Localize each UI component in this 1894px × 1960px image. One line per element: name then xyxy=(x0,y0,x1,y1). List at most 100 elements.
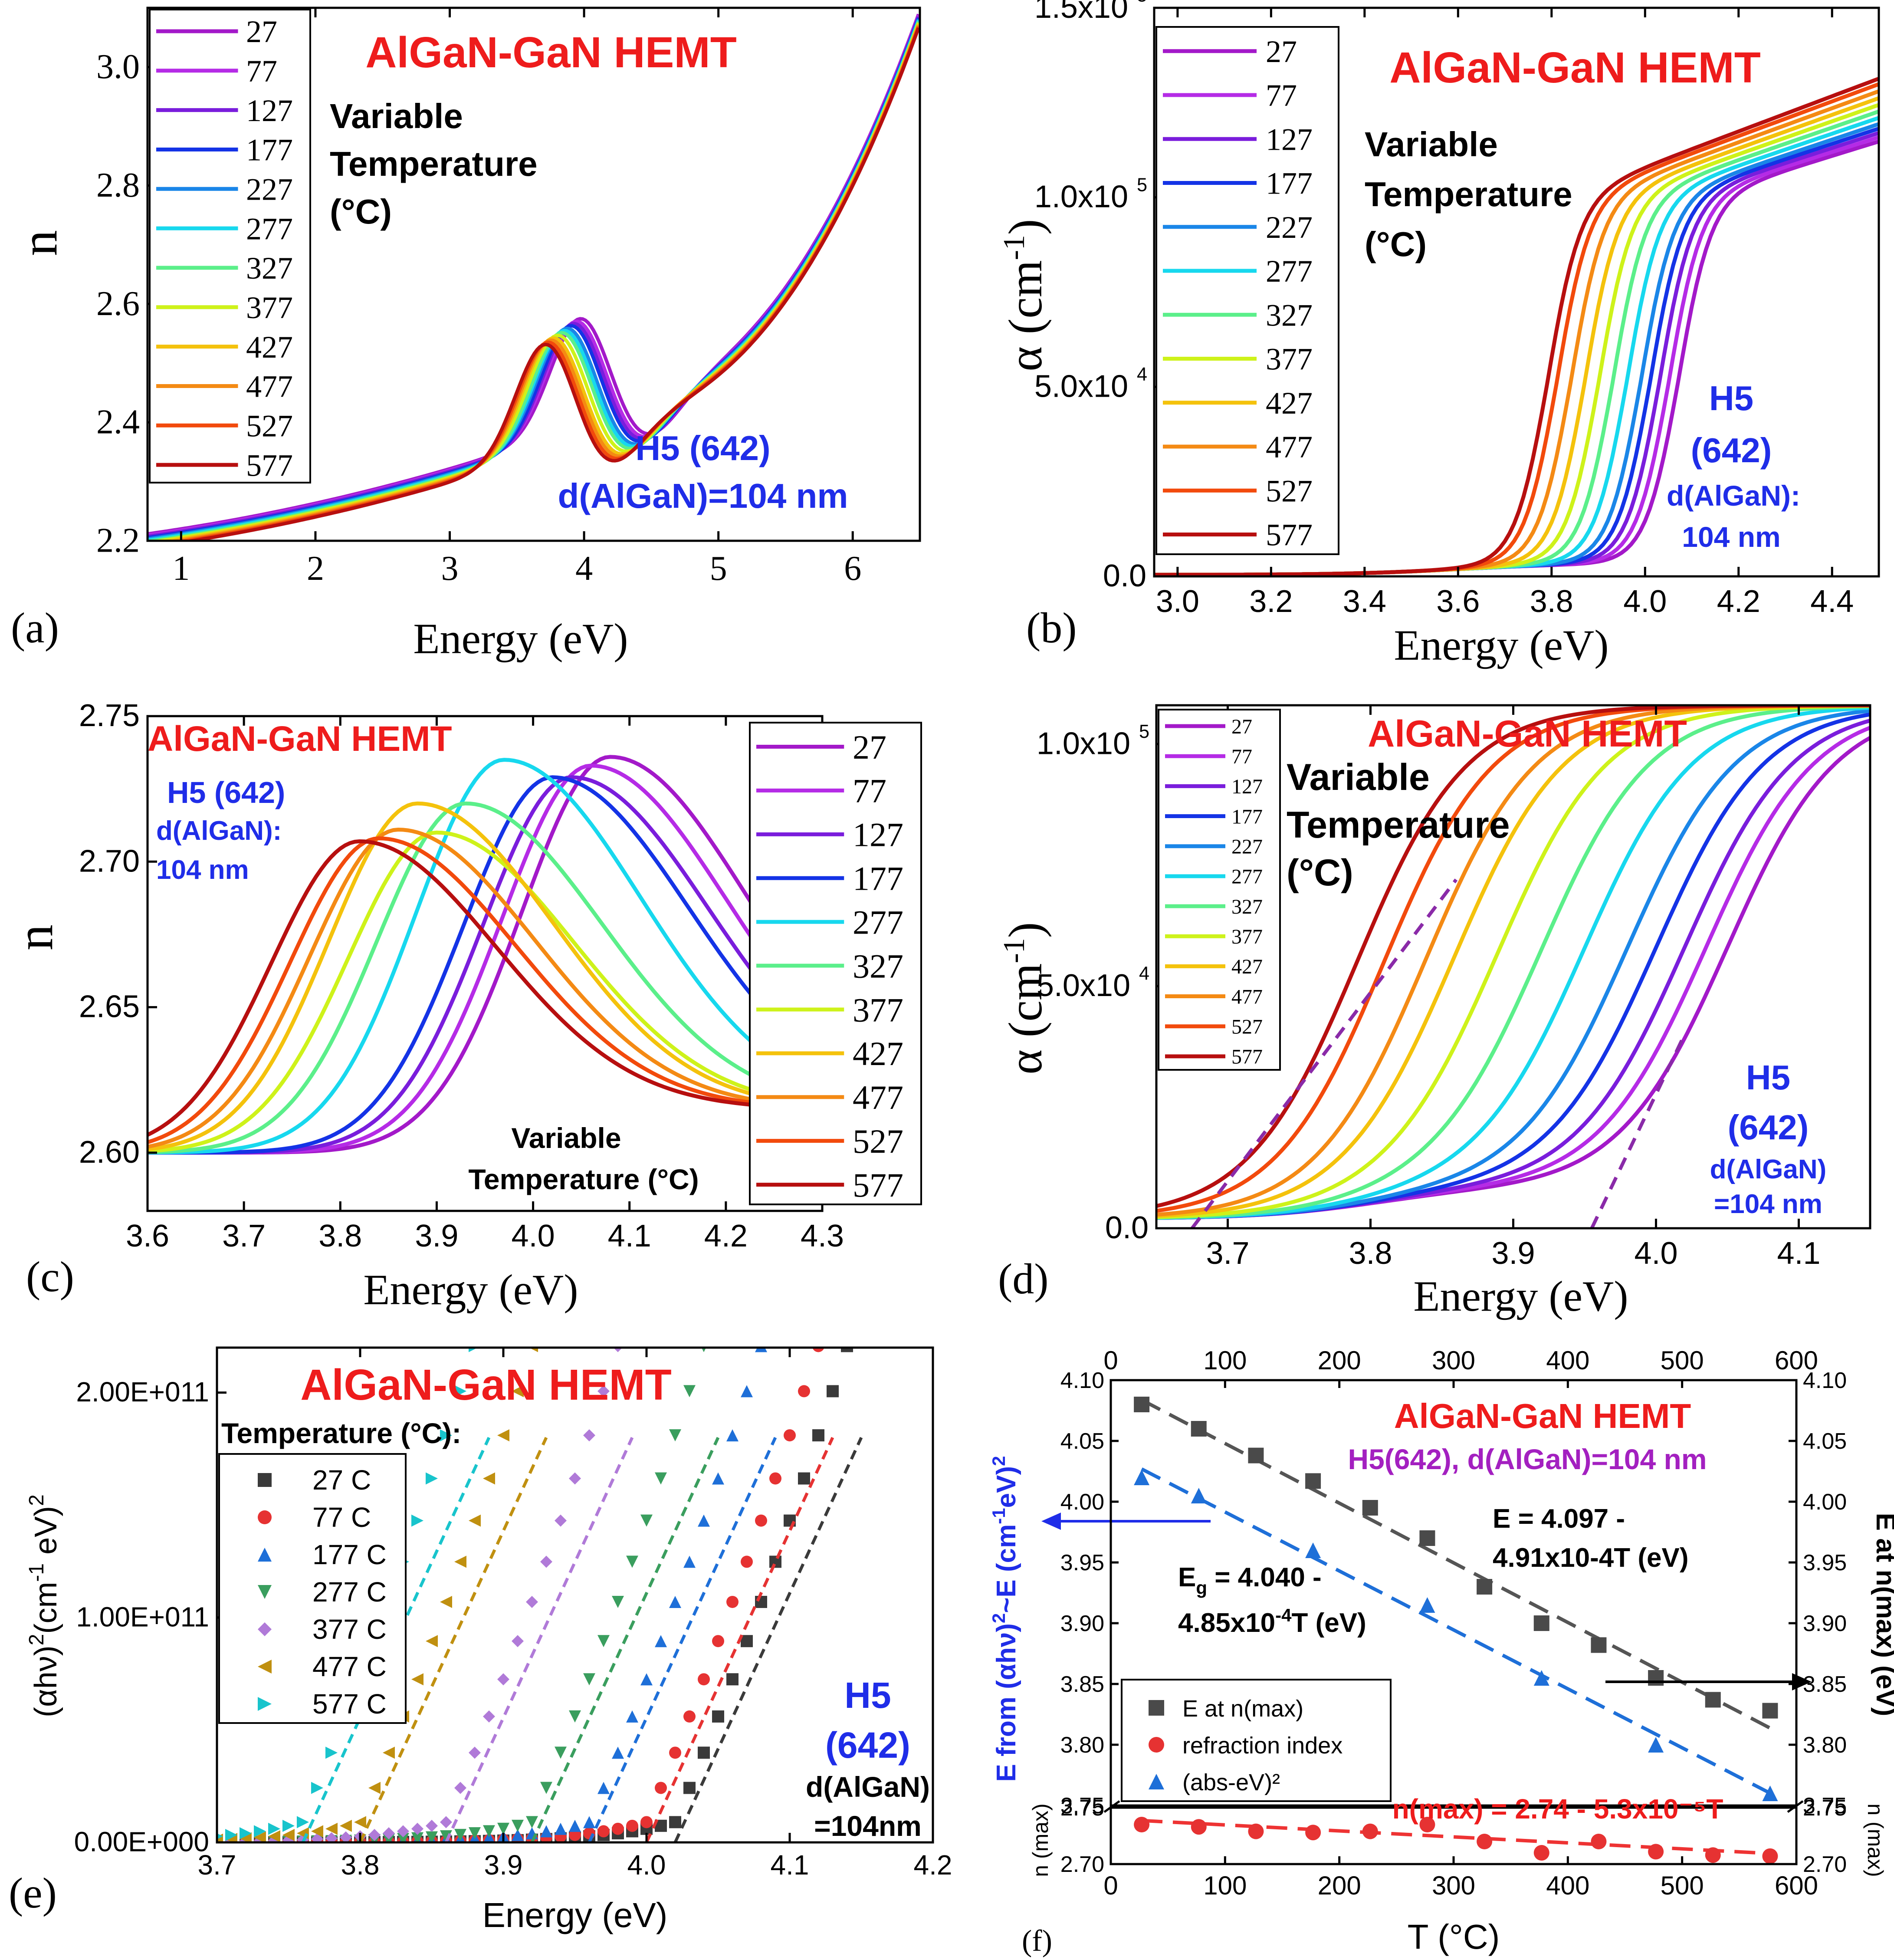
ytick-label: 5.0x10 xyxy=(1034,369,1128,404)
point xyxy=(440,1429,452,1442)
xtick-label-top: 0 xyxy=(1103,1346,1118,1375)
xtick-label: 3.2 xyxy=(1249,584,1293,619)
curve-d-377 xyxy=(1156,705,1870,1219)
point xyxy=(655,1635,667,1648)
point xyxy=(311,1782,323,1794)
point xyxy=(555,1822,567,1835)
panel-a-xlabel: Energy (eV) xyxy=(413,615,628,663)
legend-marker-circle xyxy=(1149,1737,1164,1753)
point xyxy=(1762,1703,1778,1719)
point xyxy=(540,1782,552,1794)
point xyxy=(411,1822,423,1835)
ytick-label: 0.00E+000 xyxy=(74,1826,209,1857)
point xyxy=(583,1429,595,1442)
legend-label-427: 427 xyxy=(1266,386,1313,421)
fit-f-n xyxy=(1141,1819,1770,1855)
legend-label-triangle-up: (abs-eV)² xyxy=(1182,1769,1280,1796)
xtick-label: 3.8 xyxy=(341,1849,380,1881)
legend-label-527: 527 xyxy=(1231,1016,1263,1039)
panel-c-var-1: Variable xyxy=(511,1122,621,1154)
ytick-label: 2.70 xyxy=(79,844,140,878)
xtick-label: 4.2 xyxy=(914,1849,952,1881)
legend-label-327: 327 xyxy=(246,251,293,286)
point xyxy=(325,1822,338,1835)
point xyxy=(726,1429,739,1442)
legend-label-177: 177 xyxy=(853,860,903,898)
point xyxy=(383,1827,395,1840)
curve-c-427 xyxy=(148,801,822,1151)
legend-label-77-C: 77 C xyxy=(312,1502,371,1533)
panel-d: 3.7 3.8 3.9 4.0 4.1 0.0 5.0x10 4 1.0x10 5 27 77 127… xyxy=(998,704,1871,1320)
point xyxy=(683,1710,696,1723)
legend-label-377-C: 377 C xyxy=(312,1614,387,1645)
point xyxy=(512,1635,524,1648)
panel-d-var-1: Variable xyxy=(1287,756,1430,798)
legend-label-27: 27 xyxy=(246,14,277,49)
point xyxy=(440,1830,452,1842)
point xyxy=(597,1385,610,1398)
point xyxy=(1419,1530,1435,1546)
xtick-label: 3.8 xyxy=(1349,1236,1392,1271)
panel-d-sample-3: d(AlGaN) xyxy=(1710,1154,1827,1184)
ytick-exponent: 5 xyxy=(1139,721,1149,742)
ytick-label: 3.0 xyxy=(96,48,140,86)
xtick-label: 100 xyxy=(1203,1871,1247,1900)
point xyxy=(469,1348,478,1352)
legend-label-square: E at n(max) xyxy=(1182,1696,1303,1722)
point xyxy=(411,1673,423,1686)
point xyxy=(1362,1823,1378,1839)
ytick-exponent: 5 xyxy=(1137,0,1147,6)
point xyxy=(529,1348,538,1352)
point xyxy=(1705,1692,1721,1708)
point xyxy=(555,1746,567,1759)
legend-label-327: 327 xyxy=(1231,895,1263,918)
legend-marker-27-C xyxy=(258,1473,272,1487)
legend-box xyxy=(149,9,311,483)
point xyxy=(798,1385,810,1398)
point xyxy=(769,1472,781,1485)
legend-label-77: 77 xyxy=(853,772,886,810)
panel-e-xlabel: Energy (eV) xyxy=(483,1896,668,1934)
point xyxy=(325,1832,338,1842)
legend-label-277: 277 xyxy=(246,211,293,246)
ytick-label-right: 3.75 xyxy=(1803,1793,1847,1819)
ytick-label: 2.6 xyxy=(96,285,140,323)
point xyxy=(469,1514,481,1527)
point xyxy=(583,1827,595,1840)
point xyxy=(626,1556,638,1568)
fit-e-277-C xyxy=(530,1437,720,1842)
panel-c: 3.6 3.7 3.8 3.9 4.0 4.1 4.2 4.3 2.60 2.65 2.70 2.75… xyxy=(6,698,922,1314)
xtick-label: 500 xyxy=(1661,1871,1704,1900)
legend-label-127: 127 xyxy=(1266,122,1313,157)
point xyxy=(597,1635,610,1648)
point xyxy=(812,1429,824,1442)
point xyxy=(297,1833,309,1842)
arrow-left-head xyxy=(1041,1513,1061,1530)
point xyxy=(741,1556,753,1568)
ytick-label: 2.75 xyxy=(79,698,140,733)
ytick-label: 1.5x10 xyxy=(1034,0,1128,25)
ytick-label: 1.00E+011 xyxy=(76,1601,209,1632)
point xyxy=(655,1782,667,1794)
point xyxy=(726,1595,739,1608)
legend-label-177-C: 177 C xyxy=(312,1539,387,1570)
point xyxy=(311,1833,323,1842)
xtick-label: 3.8 xyxy=(318,1219,362,1253)
point xyxy=(698,1746,710,1759)
curve-c-327 xyxy=(148,801,822,1154)
ytick-label: 2.4 xyxy=(96,403,140,441)
xtick-label: 3.9 xyxy=(415,1219,458,1253)
ytick-label: 1.0x10 xyxy=(1034,180,1128,214)
legend-label-577: 577 xyxy=(1231,1046,1263,1069)
legend-label-circle: refraction index xyxy=(1182,1733,1343,1759)
xtick-label-top: 100 xyxy=(1203,1346,1247,1375)
ytick-label-right: 3.95 xyxy=(1803,1550,1847,1575)
point xyxy=(640,1816,653,1828)
point xyxy=(626,1710,638,1723)
point xyxy=(512,1385,524,1398)
point xyxy=(669,1746,681,1759)
point xyxy=(1248,1823,1264,1839)
xtick-label-top: 200 xyxy=(1318,1346,1361,1375)
point xyxy=(1191,1421,1207,1437)
series-f-circle xyxy=(1134,1817,1778,1864)
